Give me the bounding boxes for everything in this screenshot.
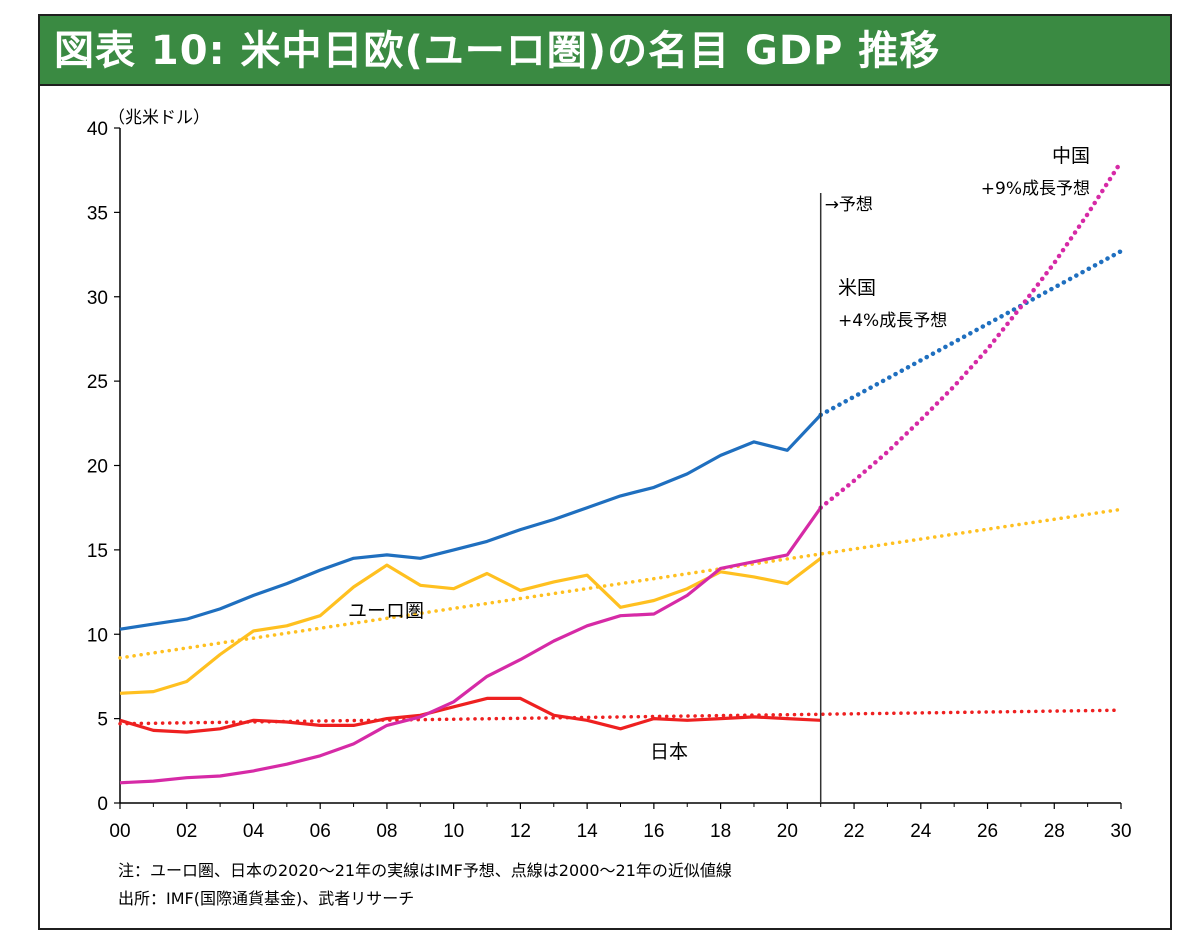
series-layer	[118, 159, 1124, 785]
china-series-line	[119, 506, 823, 785]
x-tick-label: 04	[243, 821, 265, 842]
y-tick-label: 15	[87, 541, 108, 562]
axes	[119, 128, 1121, 804]
china-forecast-line	[818, 159, 1124, 510]
y-tick-label: 40	[87, 119, 108, 140]
forecast-label: →予想	[825, 195, 873, 215]
euro-label: ユーロ圏	[348, 600, 424, 622]
footnote-note: 注：ユーロ圏、日本の2020～21年の実線はIMF予想、点線は2000～21年の…	[118, 861, 732, 880]
euro-trend-line	[118, 507, 1123, 660]
y-tick-label: 5	[97, 710, 108, 731]
page-title: 図表 10: 米中日欧(ユーロ圏)の名目 GDP 推移	[40, 16, 1170, 86]
x-tick-label: 06	[310, 821, 331, 842]
y-unit-label: （兆米ドル）	[108, 108, 210, 128]
us-growth-label: +4%成長予想	[838, 311, 947, 331]
x-tick-label: 00	[109, 821, 130, 842]
chart-frame: 図表 10: 米中日欧(ユーロ圏)の名目 GDP 推移	[38, 14, 1172, 930]
y-tick-label: 20	[87, 457, 108, 478]
x-tick-label: 10	[443, 821, 464, 842]
y-tick-label: 10	[87, 625, 108, 646]
x-tick-label: 30	[1110, 821, 1131, 842]
x-tick-label: 16	[643, 821, 664, 842]
tick-group: 0 5 10 15 20 25 30 35 40 00 02 04 06 08 10 12 14 16 18 20 22…	[87, 119, 1132, 842]
us-label: 米国	[838, 277, 876, 299]
euro-series-line	[119, 557, 822, 695]
japan-label: 日本	[650, 741, 688, 763]
x-tick-label: 20	[777, 821, 798, 842]
footnote-source: 出所：IMF(国際通貨基金)、武者リサーチ	[118, 889, 414, 908]
x-tick-label: 02	[176, 821, 197, 842]
x-tick-label: 26	[977, 821, 998, 842]
x-tick-label: 14	[577, 821, 599, 842]
y-tick-label: 0	[97, 794, 108, 815]
x-tick-label: 12	[510, 821, 531, 842]
x-tick-label: 22	[843, 821, 864, 842]
x-tick-label: 24	[910, 821, 932, 842]
us-series-line	[119, 413, 822, 631]
x-tick-label: 18	[710, 821, 731, 842]
china-growth-label: +9%成長予想	[981, 179, 1090, 199]
y-tick-label: 25	[87, 372, 108, 393]
x-tick-label: 08	[376, 821, 397, 842]
y-tick-label: 35	[87, 203, 108, 224]
us-forecast-line	[818, 248, 1124, 418]
japan-series-line	[119, 696, 821, 734]
y-tick-label: 30	[87, 288, 108, 309]
china-label: 中国	[1052, 145, 1090, 167]
x-tick-label: 28	[1044, 821, 1065, 842]
